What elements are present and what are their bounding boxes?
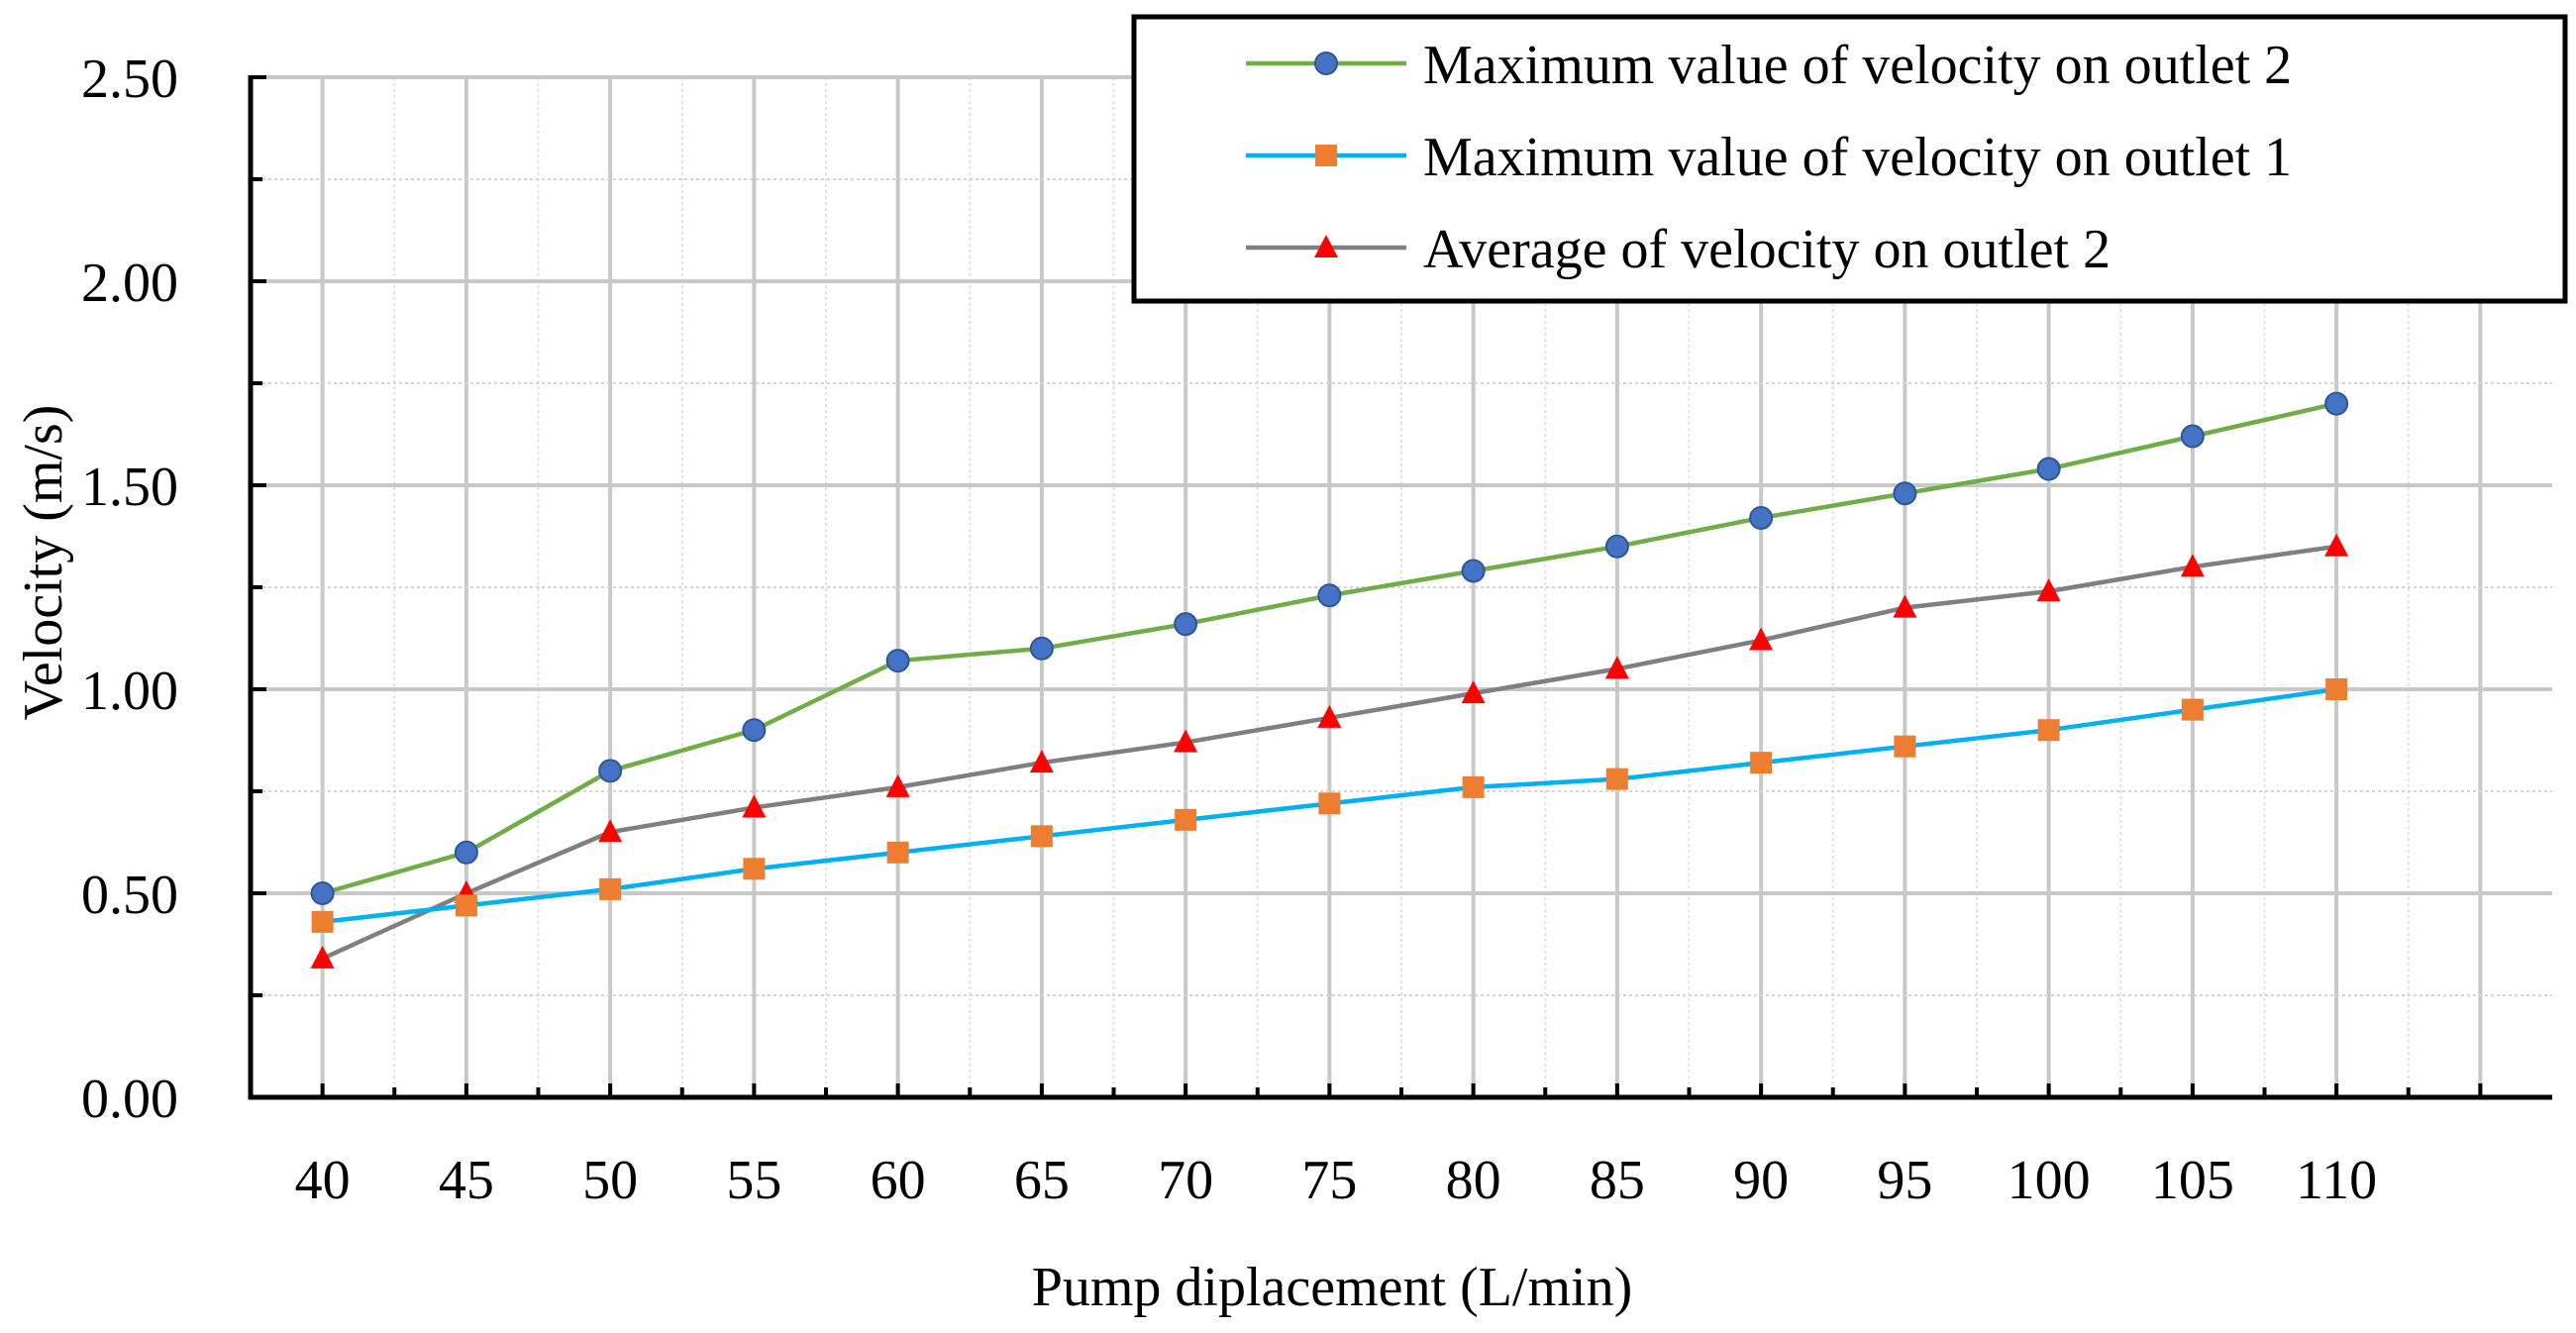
series-1-point [885, 649, 910, 673]
series-3-point [2324, 533, 2349, 557]
series-2-point [1318, 792, 1341, 815]
series-3-point [310, 945, 335, 969]
x-tick-label: 85 [1590, 1150, 1645, 1211]
series-1-point [1029, 636, 1054, 661]
series-3-point [2036, 578, 2061, 602]
series-2-point [2037, 719, 2060, 742]
legend-label-1: Maximum value of velocity on outlet 2 [1423, 35, 2292, 96]
x-tick-label: 90 [1733, 1150, 1789, 1211]
y-tick-label: 2.50 [81, 49, 178, 110]
y-tick-labels: 0.00 0.50 1.00 1.50 2.00 2.50 [81, 49, 178, 1130]
x-tick-labels: 40 45 50 55 60 65 70 75 80 85 90 95 100 105 110 [295, 1150, 2377, 1211]
series-3-point [1749, 627, 1774, 651]
series-2-point [2181, 698, 2204, 721]
series-1-point [1749, 505, 1774, 530]
series-2-point [1894, 735, 1916, 758]
series-1-point [454, 840, 478, 865]
legend-marker-3 [1314, 235, 1338, 257]
series-2-point [1030, 825, 1053, 848]
legend: Maximum value of velocity on outlet 2 Max… [1131, 14, 2568, 304]
series-1-point [598, 759, 623, 783]
x-tick-label: 95 [1877, 1150, 1932, 1211]
series-2-point [1605, 768, 1628, 790]
y-tick-label: 2.00 [81, 253, 178, 314]
x-tick-label: 60 [871, 1150, 926, 1211]
x-tick-label: 40 [295, 1150, 351, 1211]
series-2-point [1462, 775, 1485, 798]
series-3-point [1893, 594, 1917, 618]
series-1-point [1604, 534, 1629, 559]
series-1-point [2036, 457, 2061, 481]
series-1-point [2180, 424, 2205, 449]
series [310, 391, 2349, 969]
x-axis-title: Pump diplacement (L/min) [1032, 1257, 1633, 1318]
series-3-point [1029, 750, 1054, 773]
series-3-point [1461, 680, 1486, 704]
series-3-point [742, 794, 767, 818]
series-2-point [743, 858, 766, 880]
y-tick-label: 0.50 [81, 865, 178, 926]
axes [248, 75, 2552, 1100]
series-3-point [1317, 704, 1342, 728]
series-3-point [1174, 729, 1198, 753]
x-tick-label: 65 [1014, 1150, 1070, 1211]
x-tick-label: 80 [1446, 1150, 1501, 1211]
series-1-point [1174, 612, 1198, 637]
series-2-point [311, 910, 334, 933]
series-2-point [1750, 752, 1773, 774]
series-1-point [310, 881, 335, 905]
series-1-point [1317, 583, 1342, 608]
x-tick-label: 55 [726, 1150, 781, 1211]
series-3-point [598, 819, 623, 843]
y-axis-title: Velocity (m/s) [13, 405, 74, 721]
x-tick-label: 75 [1301, 1150, 1357, 1211]
x-tick-label: 110 [2296, 1150, 2377, 1211]
legend-label-2: Maximum value of velocity on outlet 1 [1423, 127, 2292, 188]
y-tick-label: 1.00 [81, 661, 178, 722]
series-2-point [2325, 678, 2348, 700]
series-2-point [886, 841, 909, 864]
x-tick-label: 45 [439, 1150, 494, 1211]
x-tick-label: 50 [582, 1150, 638, 1211]
legend-label-3: Average of velocity on outlet 2 [1423, 219, 2111, 280]
series-3-point [2180, 554, 2205, 577]
series-1-point [2324, 391, 2349, 416]
legend-marker-1 [1314, 51, 1338, 75]
x-tick-label: 105 [2151, 1150, 2234, 1211]
series-1-point [742, 718, 767, 743]
legend-marker-2 [1315, 145, 1337, 166]
series-2-point [599, 877, 622, 900]
series-2-point [455, 894, 477, 917]
series-1-point [1893, 481, 1917, 506]
series-3-point [1604, 656, 1629, 679]
y-tick-label: 0.00 [81, 1069, 178, 1130]
series-3-point [885, 773, 910, 797]
series-2-point [1175, 808, 1197, 831]
series-1-point [1461, 559, 1486, 583]
y-tick-label: 1.50 [81, 457, 178, 518]
x-tick-label: 100 [2008, 1150, 2091, 1211]
x-tick-label: 70 [1158, 1150, 1213, 1211]
